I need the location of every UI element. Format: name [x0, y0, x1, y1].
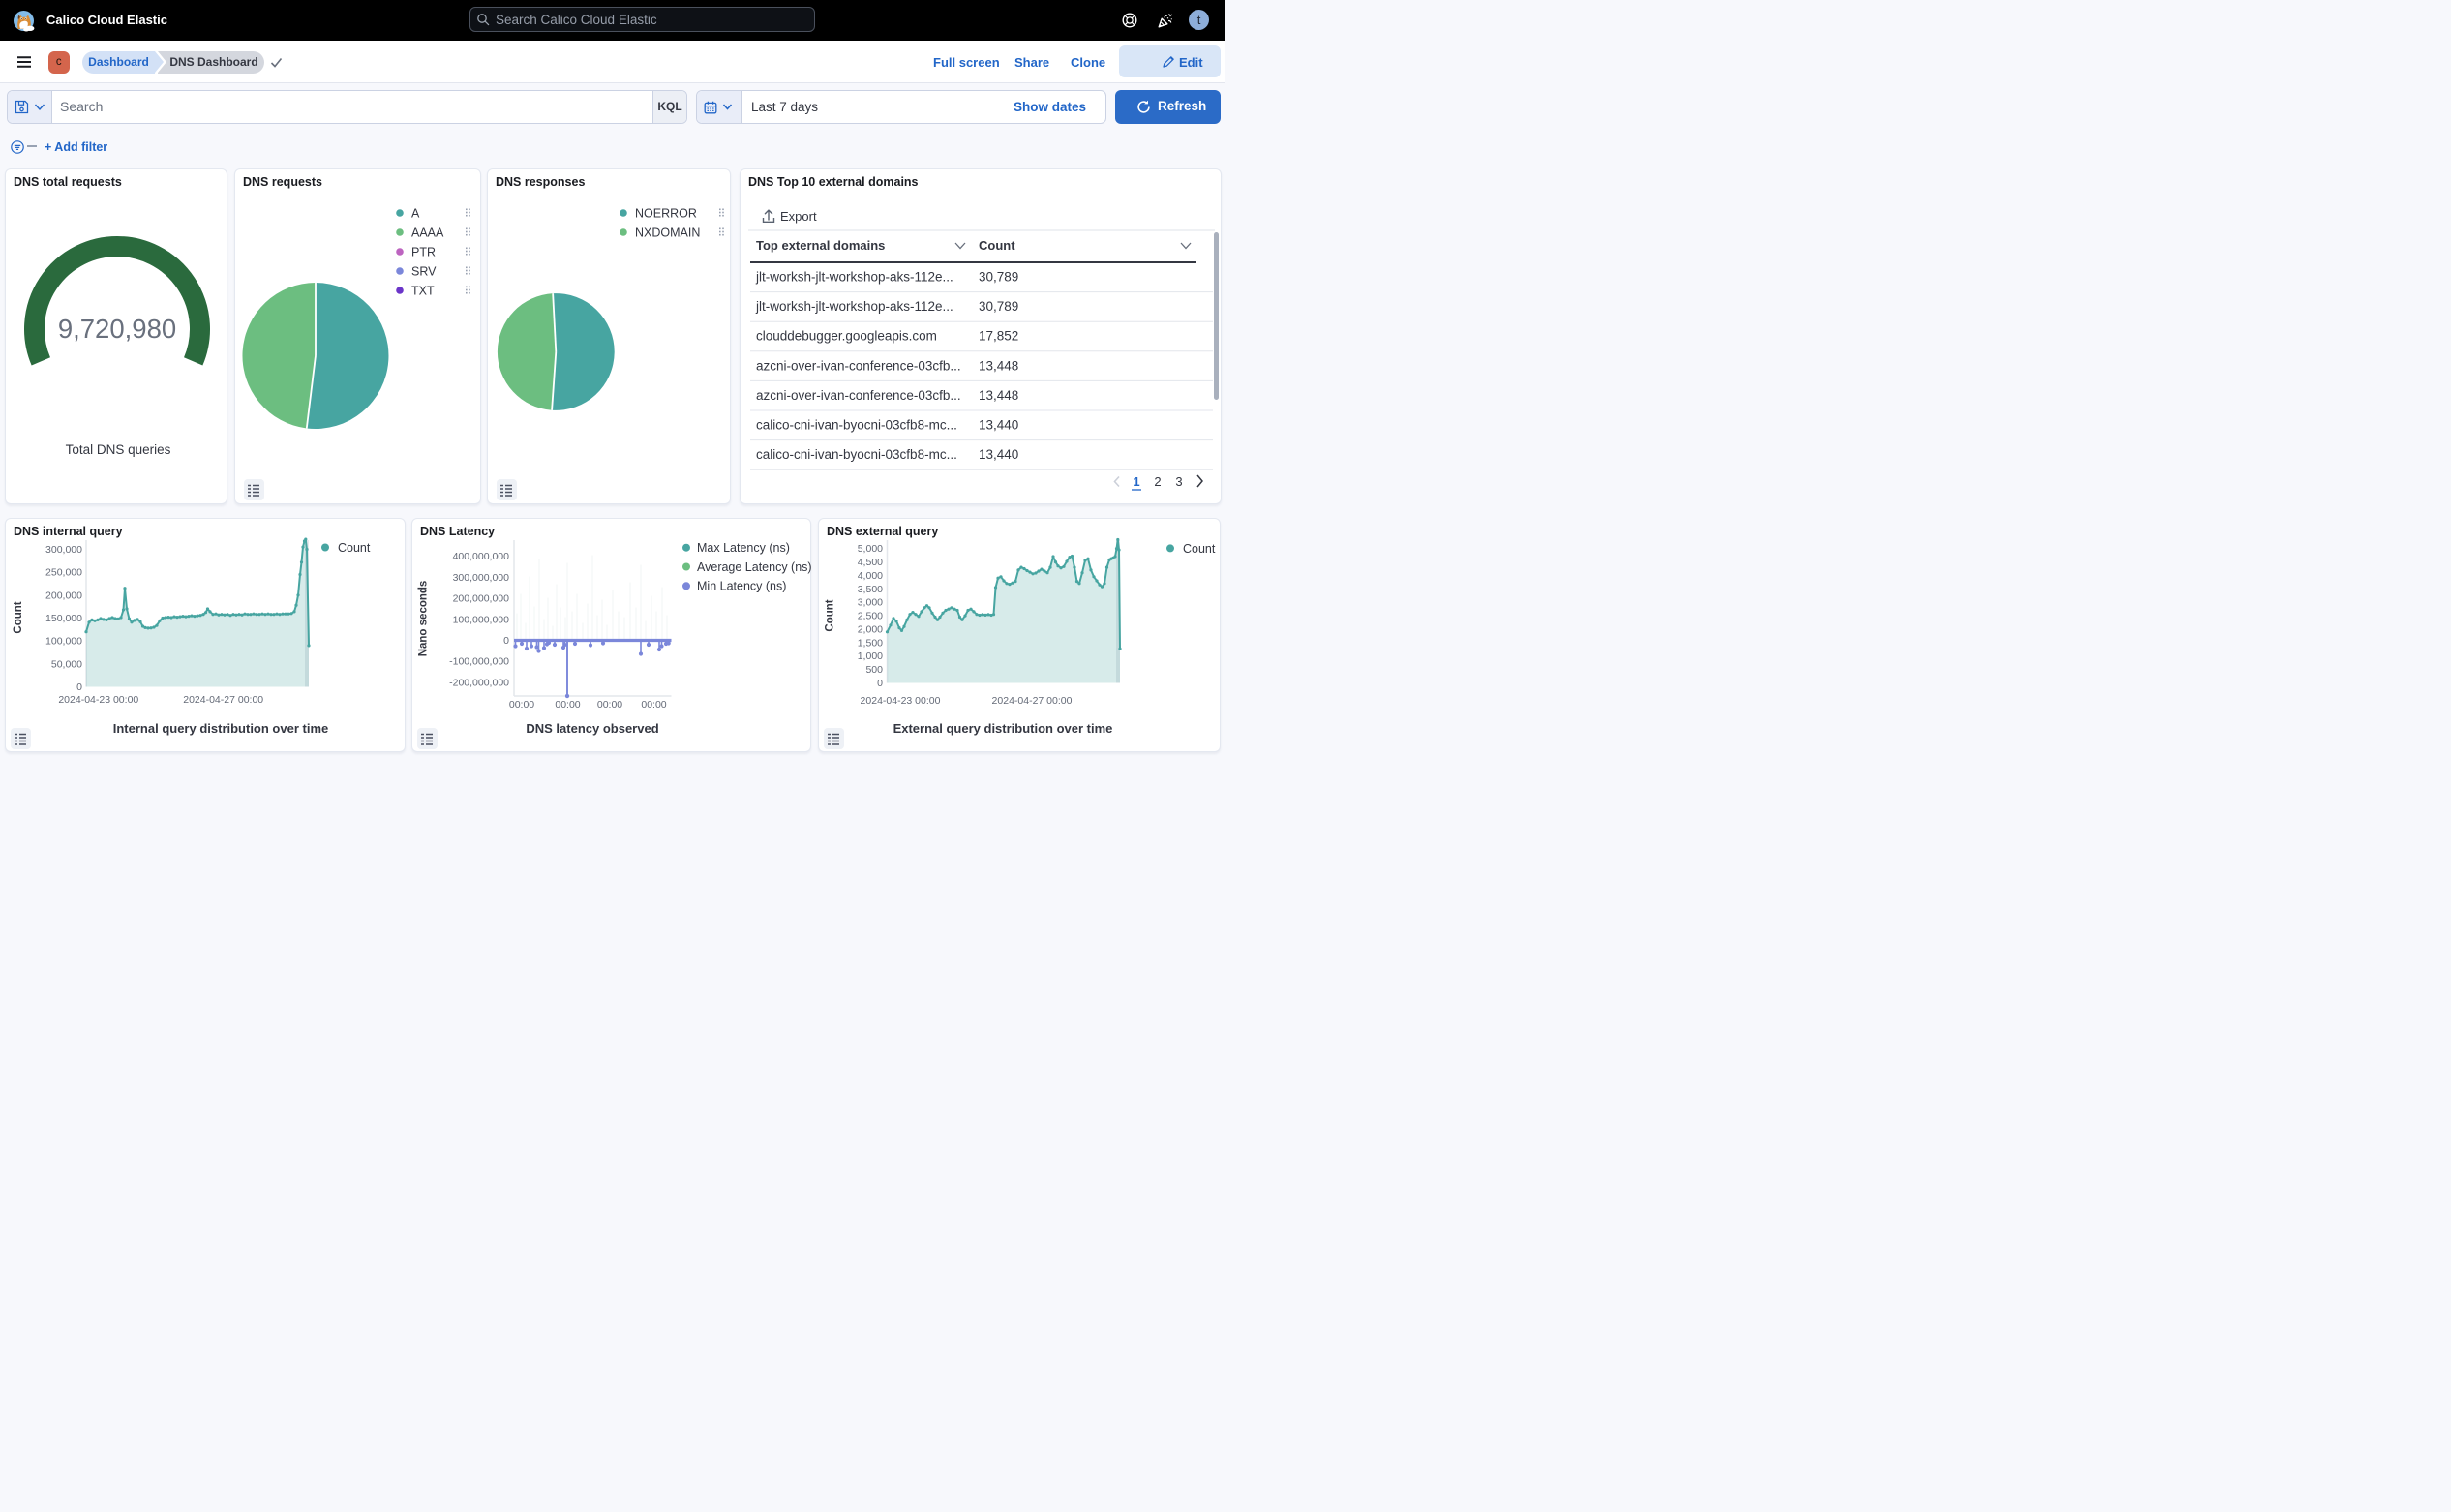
svg-text:Count: Count	[979, 238, 1015, 253]
svg-text:calico-cni-ivan-byocni-03cfb8-: calico-cni-ivan-byocni-03cfb8-mc...	[756, 447, 957, 462]
svg-text:3,500: 3,500	[858, 584, 883, 595]
svg-text:Nano seconds: Nano seconds	[418, 581, 430, 657]
svg-text:Max Latency (ns): Max Latency (ns)	[697, 541, 790, 555]
svg-text:NOERROR: NOERROR	[635, 207, 697, 221]
svg-text:200,000,000: 200,000,000	[453, 593, 510, 605]
svg-text:Count: Count	[13, 601, 24, 633]
svg-text:-200,000,000: -200,000,000	[449, 677, 509, 688]
svg-text:0: 0	[76, 681, 82, 693]
svg-text:Total DNS queries: Total DNS queries	[66, 442, 171, 457]
svg-text:A: A	[411, 207, 420, 221]
svg-text:SRV: SRV	[411, 265, 437, 279]
svg-text:AAAA: AAAA	[411, 227, 444, 240]
svg-text:17,852: 17,852	[979, 329, 1018, 344]
svg-text:Export: Export	[780, 209, 817, 224]
svg-text:Count: Count	[1183, 542, 1216, 556]
svg-text:2024-04-27 00:00: 2024-04-27 00:00	[992, 695, 1073, 707]
svg-text:3: 3	[1175, 474, 1182, 489]
svg-text:0: 0	[503, 635, 509, 647]
svg-text:9,720,980: 9,720,980	[58, 314, 176, 344]
svg-text:jlt-worksh-jlt-workshop-aks-11: jlt-worksh-jlt-workshop-aks-112e...	[755, 299, 953, 314]
svg-text:Count: Count	[338, 541, 371, 555]
svg-text:0: 0	[877, 678, 883, 689]
svg-text:calico-cni-ivan-byocni-03cfb8-: calico-cni-ivan-byocni-03cfb8-mc...	[756, 418, 957, 433]
svg-text:13,448: 13,448	[979, 388, 1018, 403]
svg-text:DNS latency observed: DNS latency observed	[526, 721, 658, 736]
svg-text:Average Latency (ns): Average Latency (ns)	[697, 560, 812, 574]
svg-text:NXDOMAIN: NXDOMAIN	[635, 227, 700, 240]
svg-text:100,000,000: 100,000,000	[453, 614, 510, 625]
svg-text:External query distribution ov: External query distribution over time	[893, 721, 1113, 736]
svg-text:00:00: 00:00	[509, 699, 534, 711]
svg-text:30,789: 30,789	[979, 299, 1018, 314]
svg-text:2024-04-23 00:00: 2024-04-23 00:00	[861, 695, 941, 707]
svg-text:2,000: 2,000	[858, 624, 883, 636]
svg-text:2: 2	[1154, 474, 1161, 489]
svg-text:PTR: PTR	[411, 246, 436, 259]
svg-text:400,000,000: 400,000,000	[453, 551, 510, 562]
svg-text:200,000: 200,000	[45, 590, 82, 601]
svg-text:00:00: 00:00	[597, 699, 622, 711]
svg-text:4,000: 4,000	[858, 570, 883, 582]
svg-text:30,789: 30,789	[979, 270, 1018, 285]
svg-text:clouddebugger.googleapis.com: clouddebugger.googleapis.com	[756, 329, 937, 344]
svg-text:250,000: 250,000	[45, 567, 82, 579]
svg-text:2,500: 2,500	[858, 611, 883, 622]
svg-text:azcni-over-ivan-conference-03c: azcni-over-ivan-conference-03cfb...	[756, 388, 961, 403]
svg-text:4,500: 4,500	[858, 557, 883, 568]
svg-text:1,000: 1,000	[858, 650, 883, 662]
svg-text:00:00: 00:00	[641, 699, 666, 711]
svg-text:Min Latency (ns): Min Latency (ns)	[697, 580, 786, 593]
svg-text:500: 500	[865, 664, 883, 676]
svg-text:azcni-over-ivan-conference-03c: azcni-over-ivan-conference-03cfb...	[756, 358, 961, 373]
svg-text:13,448: 13,448	[979, 358, 1018, 373]
svg-text:13,440: 13,440	[979, 447, 1018, 462]
svg-text:00:00: 00:00	[555, 699, 580, 711]
svg-text:TXT: TXT	[411, 285, 435, 298]
svg-text:Top external domains: Top external domains	[756, 238, 885, 253]
svg-text:-100,000,000: -100,000,000	[449, 656, 509, 668]
svg-text:1: 1	[1133, 474, 1139, 489]
svg-text:100,000: 100,000	[45, 636, 82, 648]
svg-text:1,500: 1,500	[858, 637, 883, 649]
svg-text:2024-04-23 00:00: 2024-04-23 00:00	[58, 694, 138, 706]
svg-text:jlt-worksh-jlt-workshop-aks-11: jlt-worksh-jlt-workshop-aks-112e...	[755, 270, 953, 285]
svg-text:300,000,000: 300,000,000	[453, 572, 510, 584]
svg-text:Count: Count	[825, 599, 836, 631]
svg-text:50,000: 50,000	[51, 658, 82, 670]
svg-text:5,000: 5,000	[858, 543, 883, 555]
svg-text:3,000: 3,000	[858, 597, 883, 609]
svg-text:13,440: 13,440	[979, 418, 1018, 433]
svg-text:2024-04-27 00:00: 2024-04-27 00:00	[183, 694, 263, 706]
svg-text:300,000: 300,000	[45, 544, 82, 556]
svg-text:Internal query distribution ov: Internal query distribution over time	[113, 721, 328, 736]
svg-text:150,000: 150,000	[45, 613, 82, 624]
